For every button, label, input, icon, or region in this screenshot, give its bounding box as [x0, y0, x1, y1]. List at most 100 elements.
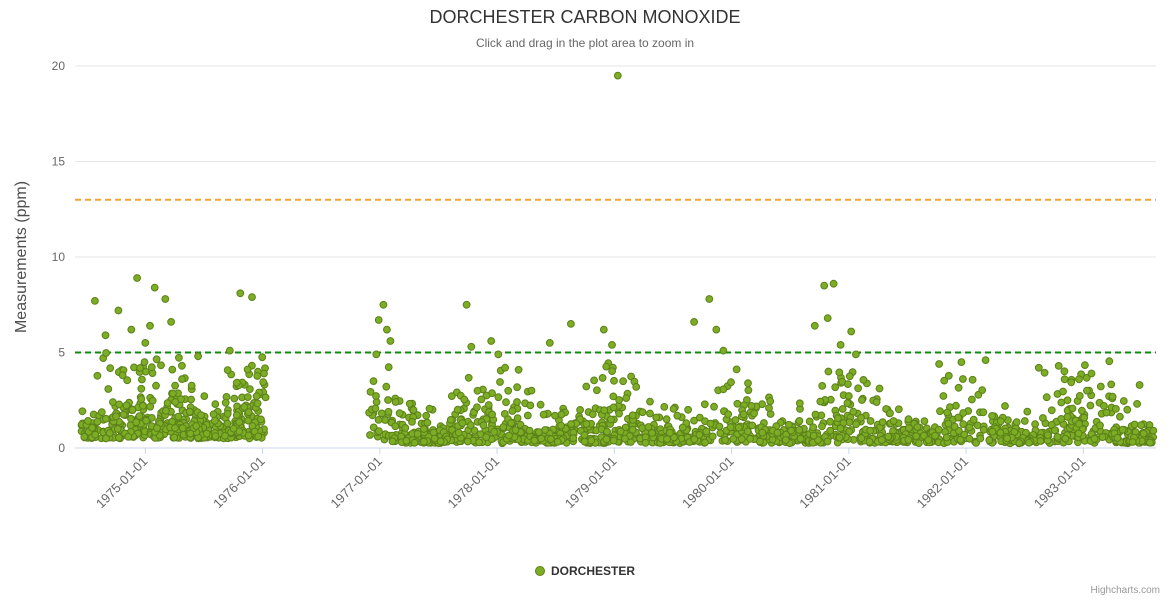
data-point[interactable] — [622, 394, 631, 403]
data-point[interactable] — [122, 401, 131, 410]
data-point[interactable] — [171, 398, 180, 406]
data-point[interactable] — [539, 410, 548, 419]
data-point[interactable] — [423, 418, 432, 427]
data-point[interactable] — [608, 341, 616, 349]
data-point[interactable] — [163, 399, 172, 407]
data-point[interactable] — [410, 438, 419, 447]
data-point[interactable] — [593, 386, 601, 395]
data-point[interactable] — [178, 424, 187, 433]
data-point[interactable] — [382, 382, 391, 391]
data-point[interactable] — [138, 375, 146, 384]
data-point[interactable] — [1068, 404, 1077, 413]
data-point[interactable] — [638, 408, 647, 417]
data-point[interactable] — [836, 424, 845, 433]
data-point[interactable] — [646, 409, 654, 418]
data-point[interactable] — [724, 410, 733, 419]
data-point[interactable] — [865, 437, 874, 446]
data-point[interactable] — [705, 295, 714, 303]
data-point[interactable] — [223, 419, 232, 428]
data-point[interactable] — [175, 353, 183, 362]
data-point[interactable] — [796, 434, 805, 443]
data-point[interactable] — [1040, 368, 1049, 377]
data-point[interactable] — [473, 403, 481, 412]
data-point[interactable] — [473, 386, 482, 395]
data-point[interactable] — [1039, 414, 1047, 422]
data-point[interactable] — [844, 392, 853, 400]
highcharts-credits-link[interactable]: Highcharts.com — [1090, 585, 1160, 596]
data-point[interactable] — [229, 424, 238, 433]
data-point[interactable] — [587, 436, 596, 445]
data-point[interactable] — [669, 405, 678, 413]
data-point[interactable] — [976, 434, 985, 443]
data-point[interactable] — [123, 376, 132, 385]
data-point[interactable] — [105, 429, 114, 438]
data-point[interactable] — [508, 407, 517, 415]
data-point[interactable] — [733, 399, 742, 408]
data-point[interactable] — [420, 437, 428, 446]
data-point[interactable] — [1060, 375, 1069, 384]
data-point[interactable] — [979, 425, 988, 434]
data-point[interactable] — [209, 410, 218, 419]
data-point[interactable] — [957, 358, 966, 367]
data-point[interactable] — [523, 411, 532, 420]
data-point[interactable] — [857, 413, 865, 422]
data-point[interactable] — [395, 409, 404, 418]
data-point[interactable] — [384, 396, 392, 404]
data-point[interactable] — [1130, 420, 1139, 429]
data-point[interactable] — [673, 411, 682, 420]
data-point[interactable] — [912, 432, 921, 441]
data-point[interactable] — [795, 426, 804, 434]
data-point[interactable] — [511, 426, 520, 434]
data-point[interactable] — [463, 437, 472, 446]
data-point[interactable] — [931, 431, 939, 440]
data-point[interactable] — [221, 398, 230, 407]
data-point[interactable] — [513, 383, 521, 392]
data-point[interactable] — [261, 393, 270, 402]
data-point[interactable] — [726, 423, 735, 432]
data-point[interactable] — [826, 417, 834, 426]
data-point[interactable] — [1042, 393, 1051, 402]
data-point[interactable] — [185, 407, 194, 416]
data-point[interactable] — [243, 393, 252, 402]
data-point[interactable] — [727, 378, 735, 387]
data-point[interactable] — [820, 281, 829, 290]
data-point[interactable] — [737, 435, 746, 443]
data-point[interactable] — [985, 436, 994, 445]
data-point[interactable] — [186, 429, 195, 438]
data-point[interactable] — [712, 325, 721, 334]
data-point[interactable] — [101, 331, 110, 340]
data-point[interactable] — [744, 379, 752, 388]
data-point[interactable] — [93, 417, 102, 426]
data-point[interactable] — [84, 417, 92, 425]
data-point[interactable] — [944, 419, 953, 428]
data-point[interactable] — [466, 421, 475, 430]
data-point[interactable] — [615, 409, 623, 418]
data-point[interactable] — [836, 341, 845, 349]
data-point[interactable] — [959, 375, 967, 383]
data-point[interactable] — [535, 428, 543, 437]
data-point[interactable] — [1149, 426, 1158, 435]
data-point[interactable] — [402, 436, 411, 445]
data-point[interactable] — [383, 325, 391, 334]
data-point[interactable] — [1096, 382, 1105, 391]
data-point[interactable] — [809, 423, 818, 432]
data-point[interactable] — [1053, 433, 1062, 441]
data-point[interactable] — [652, 413, 661, 422]
data-point[interactable] — [1075, 375, 1083, 384]
data-point[interactable] — [127, 325, 136, 334]
data-point[interactable] — [746, 434, 755, 443]
data-point[interactable] — [557, 421, 565, 430]
data-point[interactable] — [133, 274, 142, 282]
data-point[interactable] — [719, 346, 728, 355]
data-point[interactable] — [1075, 392, 1084, 400]
data-point[interactable] — [244, 408, 253, 417]
data-point[interactable] — [526, 401, 535, 410]
data-point[interactable] — [369, 377, 378, 386]
data-point[interactable] — [1139, 429, 1148, 438]
data-point[interactable] — [795, 399, 804, 408]
data-point[interactable] — [248, 293, 256, 302]
data-point[interactable] — [878, 418, 887, 427]
data-point[interactable] — [530, 436, 539, 445]
data-point[interactable] — [202, 429, 211, 438]
data-point[interactable] — [628, 425, 637, 434]
